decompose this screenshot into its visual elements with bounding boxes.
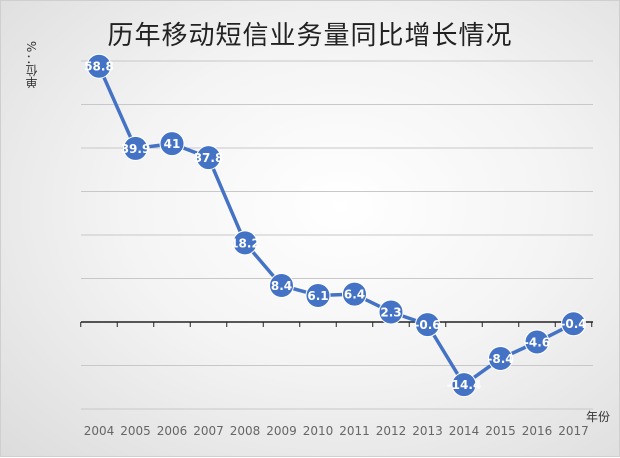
- data-label: 37.8: [194, 151, 224, 165]
- data-label: -0.6: [414, 318, 440, 332]
- data-label: 58.8: [84, 60, 114, 74]
- x-tick-label: 2007: [193, 424, 224, 438]
- series-line: [97, 65, 575, 387]
- data-point-marker: [232, 230, 258, 256]
- data-point-marker: [561, 311, 586, 337]
- data-label: -8.4: [487, 352, 513, 366]
- data-point-marker: [269, 272, 294, 298]
- x-tick-label: 2011: [339, 424, 370, 438]
- x-tick-label: 2004: [84, 424, 115, 438]
- data-point-marker: [86, 53, 112, 79]
- data-point-marker: [305, 282, 331, 308]
- data-label: 8.4: [271, 279, 292, 293]
- data-point-marker: [488, 346, 513, 372]
- data-label: 18.2: [230, 236, 260, 250]
- x-tick-label: 2008: [230, 424, 261, 438]
- x-tick-label: 2016: [522, 424, 553, 438]
- x-tick-label: 2006: [157, 424, 188, 438]
- data-label: 2.3: [380, 305, 401, 319]
- x-tick-label: 2015: [485, 424, 516, 438]
- x-tick-label: 2017: [558, 424, 589, 438]
- data-point-marker: [123, 135, 148, 161]
- data-label: 6.4: [344, 288, 365, 302]
- data-label: 41: [164, 137, 181, 151]
- data-point-marker: [159, 131, 185, 157]
- data-point-marker: [196, 145, 221, 171]
- data-label: 6.1: [307, 289, 328, 303]
- data-label: -4.6: [524, 336, 550, 350]
- data-point-marker: [451, 372, 477, 398]
- chart-title: 历年移动短信业务量同比增长情况: [107, 21, 513, 51]
- data-point-marker: [378, 299, 404, 325]
- x-tick-label: 2005: [120, 424, 151, 438]
- x-tick-label: 2013: [412, 424, 443, 438]
- data-point-marker: [415, 312, 440, 338]
- data-point-marker: [342, 281, 367, 307]
- x-tick-label: 2009: [266, 424, 297, 438]
- data-label: -14.4: [447, 378, 482, 392]
- x-tick-label: 2014: [449, 424, 480, 438]
- x-axis-label: 年份: [586, 410, 610, 424]
- data-point-marker: [524, 329, 550, 355]
- data-label: -0.4: [560, 317, 586, 331]
- x-tick-label: 2010: [303, 424, 334, 438]
- data-label: 39.9: [121, 142, 151, 156]
- x-tick-label: 2012: [376, 424, 407, 438]
